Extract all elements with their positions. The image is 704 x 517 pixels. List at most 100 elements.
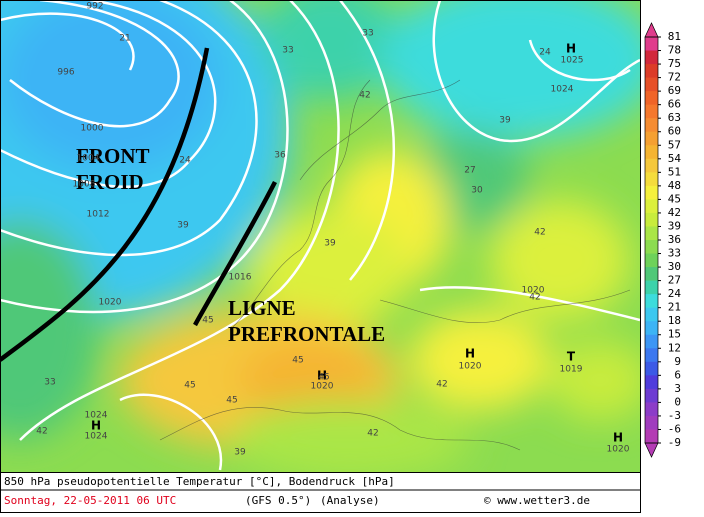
isobar-label: 1025 — [561, 56, 584, 66]
colorbar-label: -6 — [668, 422, 681, 435]
colorbar-swatch — [645, 375, 658, 390]
temperature-label: 39 — [499, 116, 511, 126]
temperature-label: 42 — [534, 228, 545, 238]
colorbar-swatch — [645, 172, 658, 187]
colorbar-swatch — [645, 91, 658, 106]
colorbar-label: 81 — [668, 30, 681, 43]
colorbar-swatch — [645, 267, 658, 282]
temperature-field — [0, 0, 640, 472]
temperature-label: 42 — [436, 380, 447, 390]
colorbar-swatch — [645, 145, 658, 160]
colorbar-label: -3 — [668, 409, 681, 422]
colorbar-swatch — [645, 131, 658, 146]
isobar-label: 1020 — [607, 445, 630, 455]
colorbar-swatch — [645, 37, 658, 52]
temperature-label: 24 — [179, 156, 191, 166]
colorbar-label: 48 — [668, 179, 681, 192]
footer-model: (GFS 0.5°) — [245, 494, 311, 507]
colorbar-swatch — [645, 415, 658, 430]
temperature-label: 39 — [177, 221, 189, 231]
temperature-label: 27 — [464, 166, 475, 176]
colorbar-label: 57 — [668, 138, 681, 151]
isobars — [0, 0, 640, 471]
colorbar-label: 12 — [668, 341, 681, 354]
colorbar-swatch — [645, 307, 658, 322]
colorbar-label: 27 — [668, 274, 681, 287]
isobar-label: 1012 — [87, 210, 110, 220]
colorbar-label: 33 — [668, 247, 681, 260]
colorbar-label: 63 — [668, 111, 681, 124]
colorbar-label: 69 — [668, 84, 681, 97]
temperature-label: 24 — [539, 48, 551, 58]
pressure-center: H — [317, 369, 327, 383]
colorbar-label: 72 — [668, 71, 681, 84]
pressure-center: H — [566, 42, 576, 56]
prefrontal-line — [193, 180, 277, 327]
annotation: PREFRONTALE — [228, 322, 385, 346]
colorbar-label: 39 — [668, 219, 681, 232]
isobar-label: 1000 — [81, 124, 104, 134]
isobar-label: 1019 — [560, 365, 583, 375]
temperature-label: 45 — [226, 396, 237, 406]
colorbar-label: -9 — [668, 436, 681, 449]
colorbar-label: 51 — [668, 165, 681, 178]
colorbar-swatch — [645, 64, 658, 79]
colorbar-label: 54 — [668, 152, 682, 165]
colorbar-swatch — [645, 280, 658, 295]
colorbar-label: 15 — [668, 328, 681, 341]
isobar-label: 1020 — [99, 298, 122, 308]
colorbar-swatch — [645, 294, 658, 309]
temperature-label: 42 — [529, 293, 540, 303]
colorbar: 8178757269666360575451484542393633302724… — [644, 22, 682, 458]
colorbar-swatch — [645, 104, 658, 119]
colorbar-label: 42 — [668, 206, 681, 219]
colorbar-swatch — [645, 212, 658, 227]
colorbar-label: 3 — [674, 382, 681, 395]
colorbar-label: 78 — [668, 44, 681, 57]
temperature-label: 39 — [234, 448, 246, 458]
colorbar-swatch — [645, 361, 658, 376]
colorbar-label: 9 — [674, 355, 681, 368]
annotation: FROID — [76, 170, 144, 194]
isobar-label: 1020 — [522, 286, 545, 296]
isobar-label: 1024 — [85, 432, 108, 442]
temperature-label: 45 — [184, 381, 195, 391]
isobar-label: 1008 — [73, 180, 96, 190]
colorbar-arrow-bottom — [644, 442, 659, 458]
colorbar-label: 18 — [668, 314, 681, 327]
temperature-label: 36 — [274, 151, 286, 161]
colorbar-swatch — [645, 402, 658, 417]
colorbar-swatch — [645, 240, 658, 255]
colorbar-swatch — [645, 77, 658, 92]
footer-copyright: © www.wetter3.de — [484, 494, 590, 507]
isobar-label: 1004 — [77, 154, 100, 164]
cold-front — [0, 47, 210, 362]
colorbar-swatch — [645, 334, 658, 349]
temperature-label: 45 — [202, 316, 213, 326]
temperature-label: 33 — [362, 29, 373, 39]
colorbar-label: 75 — [668, 57, 681, 70]
temperature-label: 45 — [292, 356, 303, 366]
colorbar-label: 36 — [668, 233, 681, 246]
footer-description: 850 hPa pseudopotentielle Temperatur [°C… — [4, 475, 395, 488]
colorbar-arrow-top — [644, 22, 659, 38]
coastlines — [159, 79, 631, 451]
isobar-label: 1024 — [85, 411, 108, 421]
temperature-label: 42 — [36, 427, 47, 437]
temperature-label: 42 — [367, 429, 378, 439]
temperature-label: 42 — [359, 91, 370, 101]
temperature-label: 21 — [119, 34, 130, 44]
isobar-label: 992 — [86, 2, 103, 12]
colorbar-swatch — [645, 185, 658, 200]
colorbar-swatch — [645, 429, 658, 444]
colorbar-swatch — [645, 158, 658, 173]
colorbar-swatch — [645, 348, 658, 363]
colorbar-label: 24 — [668, 287, 682, 300]
colorbar-label: 6 — [674, 368, 681, 381]
colorbar-label: 60 — [668, 125, 681, 138]
colorbar-swatch — [645, 50, 658, 65]
footer-date: Sonntag, 22-05-2011 06 UTC — [4, 494, 176, 507]
